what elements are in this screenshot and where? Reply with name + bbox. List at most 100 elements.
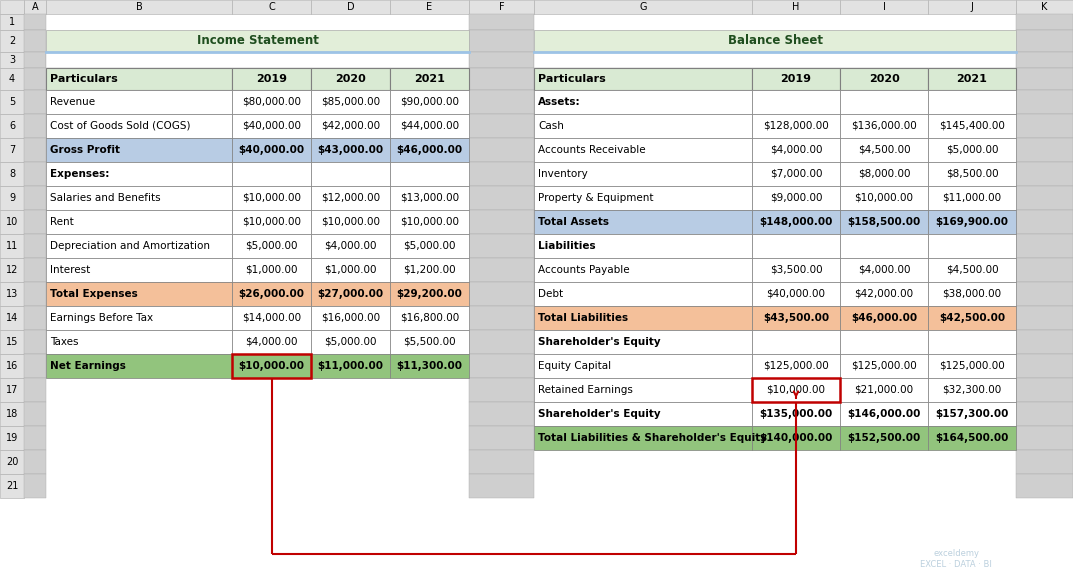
Text: 14: 14 <box>5 313 18 323</box>
Bar <box>1016 474 1073 498</box>
Bar <box>534 162 752 186</box>
Bar <box>24 186 46 210</box>
Text: 16: 16 <box>5 361 18 371</box>
Bar <box>232 306 311 330</box>
Bar <box>534 30 1016 52</box>
Text: Cost of Goods Sold (COGS): Cost of Goods Sold (COGS) <box>50 121 191 131</box>
Bar <box>1016 186 1073 210</box>
Text: $38,000.00: $38,000.00 <box>942 289 1001 299</box>
Bar <box>311 90 389 114</box>
Bar <box>0 114 24 138</box>
Bar <box>928 426 1016 450</box>
Bar <box>46 30 469 52</box>
Bar <box>1016 162 1073 186</box>
Bar <box>752 186 840 210</box>
Bar <box>311 354 389 378</box>
Text: $152,500.00: $152,500.00 <box>848 433 921 443</box>
Bar <box>752 306 840 330</box>
Bar <box>928 138 1016 162</box>
Text: $42,000.00: $42,000.00 <box>321 121 380 131</box>
Bar <box>1016 306 1073 330</box>
Text: $29,200.00: $29,200.00 <box>397 289 462 299</box>
Bar <box>311 234 389 258</box>
Bar <box>1016 282 1073 306</box>
Text: 3: 3 <box>9 55 15 65</box>
Text: Expenses:: Expenses: <box>50 169 109 179</box>
Text: Interest: Interest <box>50 265 90 275</box>
Bar <box>0 330 24 354</box>
Text: Earnings Before Tax: Earnings Before Tax <box>50 313 153 323</box>
Text: 2021: 2021 <box>956 74 987 84</box>
Bar <box>840 234 928 258</box>
Text: Cash: Cash <box>538 121 564 131</box>
Bar <box>232 234 311 258</box>
Text: 2019: 2019 <box>256 74 286 84</box>
Bar <box>752 0 840 14</box>
Bar <box>534 330 752 354</box>
Text: $44,000.00: $44,000.00 <box>400 121 459 131</box>
Bar <box>469 162 534 186</box>
Text: $11,000.00: $11,000.00 <box>318 361 383 371</box>
Bar <box>752 90 840 114</box>
Bar <box>24 378 46 402</box>
Text: $90,000.00: $90,000.00 <box>400 97 459 107</box>
Bar <box>534 138 752 162</box>
Text: Property & Equipment: Property & Equipment <box>538 193 653 203</box>
Text: $26,000.00: $26,000.00 <box>238 289 305 299</box>
Text: $148,000.00: $148,000.00 <box>760 217 833 227</box>
Text: Total Assets: Total Assets <box>538 217 609 227</box>
Bar <box>1016 52 1073 68</box>
Bar <box>534 426 752 450</box>
Bar <box>928 162 1016 186</box>
Text: Total Liabilities & Shareholder's Equity: Total Liabilities & Shareholder's Equity <box>538 433 767 443</box>
Bar <box>46 330 232 354</box>
Bar <box>311 0 389 14</box>
Bar <box>0 0 24 14</box>
Text: $43,500.00: $43,500.00 <box>763 313 829 323</box>
Bar <box>0 210 24 234</box>
Text: $13,000.00: $13,000.00 <box>400 193 459 203</box>
Bar <box>840 186 928 210</box>
Bar <box>534 378 752 402</box>
Text: $11,300.00: $11,300.00 <box>397 361 462 371</box>
Bar <box>232 162 311 186</box>
Bar <box>1016 0 1073 14</box>
Bar <box>24 52 46 68</box>
Bar <box>1016 30 1073 52</box>
Text: Inventory: Inventory <box>538 169 588 179</box>
Text: Retained Earnings: Retained Earnings <box>538 385 633 395</box>
Bar <box>840 258 928 282</box>
Bar <box>469 114 534 138</box>
Bar <box>534 258 752 282</box>
Bar <box>534 354 752 378</box>
Bar <box>46 138 232 162</box>
Bar <box>534 282 752 306</box>
Bar <box>840 402 928 426</box>
Bar <box>46 114 232 138</box>
Text: F: F <box>499 2 504 12</box>
Bar <box>311 186 389 210</box>
Bar <box>1016 210 1073 234</box>
Bar <box>0 234 24 258</box>
Text: $3,500.00: $3,500.00 <box>769 265 822 275</box>
Bar <box>0 186 24 210</box>
Text: B: B <box>135 2 143 12</box>
Bar <box>24 68 46 90</box>
Bar <box>534 234 752 258</box>
Bar <box>534 90 752 114</box>
Bar <box>0 426 24 450</box>
Text: $40,000.00: $40,000.00 <box>238 145 305 155</box>
Text: Salaries and Benefits: Salaries and Benefits <box>50 193 161 203</box>
Bar <box>840 90 928 114</box>
Bar <box>24 210 46 234</box>
Text: $80,000.00: $80,000.00 <box>242 97 302 107</box>
Text: $10,000.00: $10,000.00 <box>400 217 459 227</box>
Bar <box>469 210 534 234</box>
Bar <box>46 210 232 234</box>
Bar <box>24 450 46 474</box>
Text: $125,000.00: $125,000.00 <box>939 361 1005 371</box>
Bar <box>752 210 840 234</box>
Bar <box>840 68 928 90</box>
Bar <box>928 90 1016 114</box>
Bar <box>0 258 24 282</box>
